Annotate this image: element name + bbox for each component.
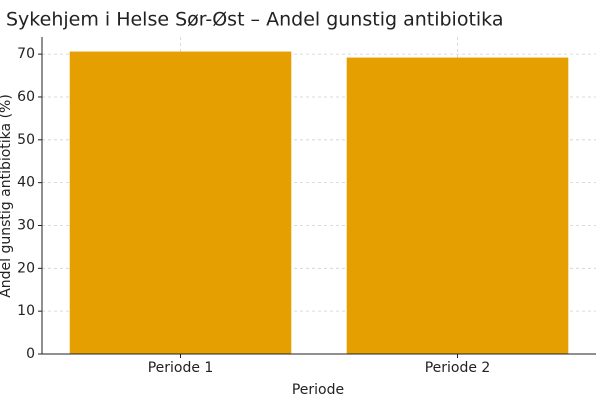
y-tick-label: 40 [17,175,35,191]
y-tick-label: 30 [17,217,35,233]
y-tick-label: 0 [26,346,35,362]
y-tick-label: 70 [17,46,35,62]
y-tick-label: 20 [17,260,35,276]
x-axis-label: Periode [292,382,344,398]
bar [346,57,569,354]
y-tick-label: 10 [17,303,35,319]
chart-title: Sykehjem i Helse Sør-Øst – Andel gunstig… [6,9,504,31]
y-axis-label: Andel gunstig antibiotika (%) [0,94,14,298]
x-tick-label: Periode 2 [425,360,491,376]
y-tick-label: 60 [17,89,35,105]
bar [69,51,292,354]
y-tick-label: 50 [17,132,35,148]
x-tick-label: Periode 1 [148,360,214,376]
